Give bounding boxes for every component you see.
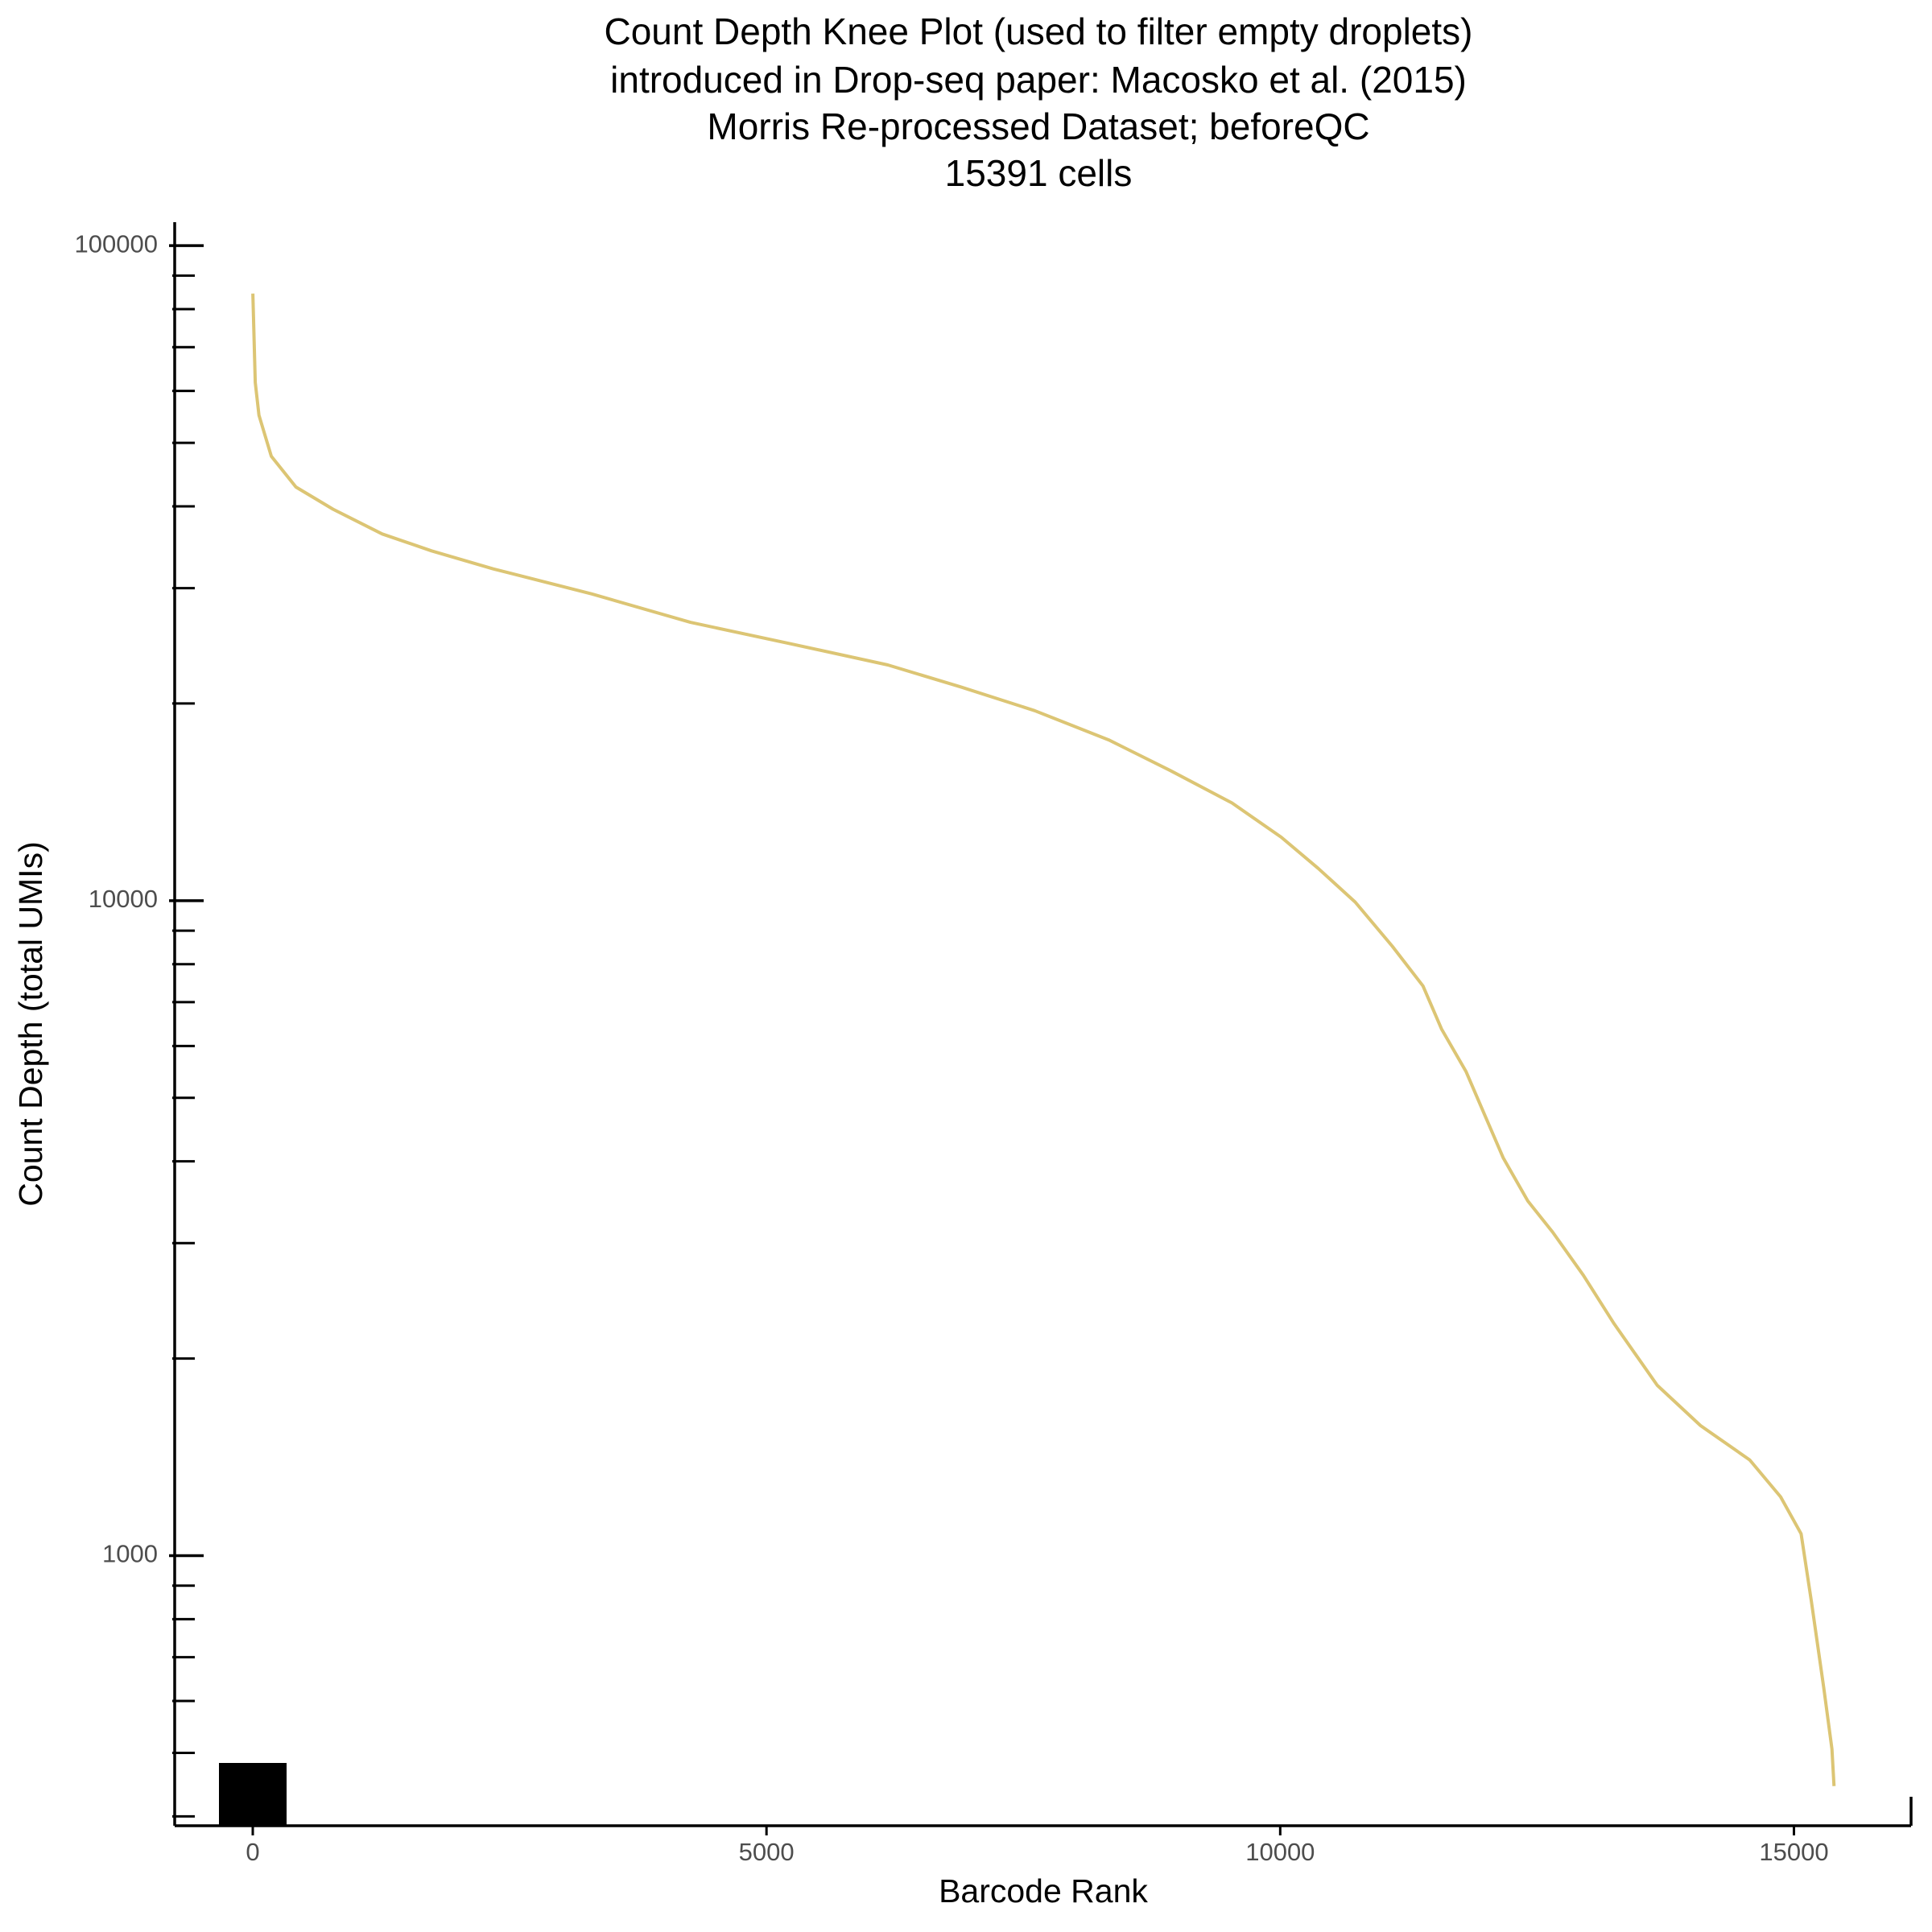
x-tick-label: 5000 [739, 1838, 795, 1866]
x-axis-title: Barcode Rank [939, 1872, 1148, 1909]
y-axis-title: Count Depth (total UMIs) [12, 841, 49, 1206]
data-line [251, 293, 1836, 1786]
rug-block [219, 1763, 287, 1826]
x-tick-label: 10000 [1245, 1838, 1315, 1866]
chart-title: introduced in Drop-seq paper: Macosko et… [610, 59, 1467, 101]
y-tick-label: 10000 [89, 885, 158, 913]
y-tick-label: 100000 [75, 229, 158, 258]
chart-title: 15391 cells [945, 152, 1133, 194]
y-tick-label: 1000 [102, 1540, 158, 1568]
chart-title: Count Depth Knee Plot (used to filter em… [604, 10, 1472, 52]
chart-title: Morris Re-processed Dataset; beforeQC [707, 105, 1369, 147]
x-tick-label: 0 [246, 1838, 259, 1866]
x-tick-label: 15000 [1759, 1838, 1828, 1866]
